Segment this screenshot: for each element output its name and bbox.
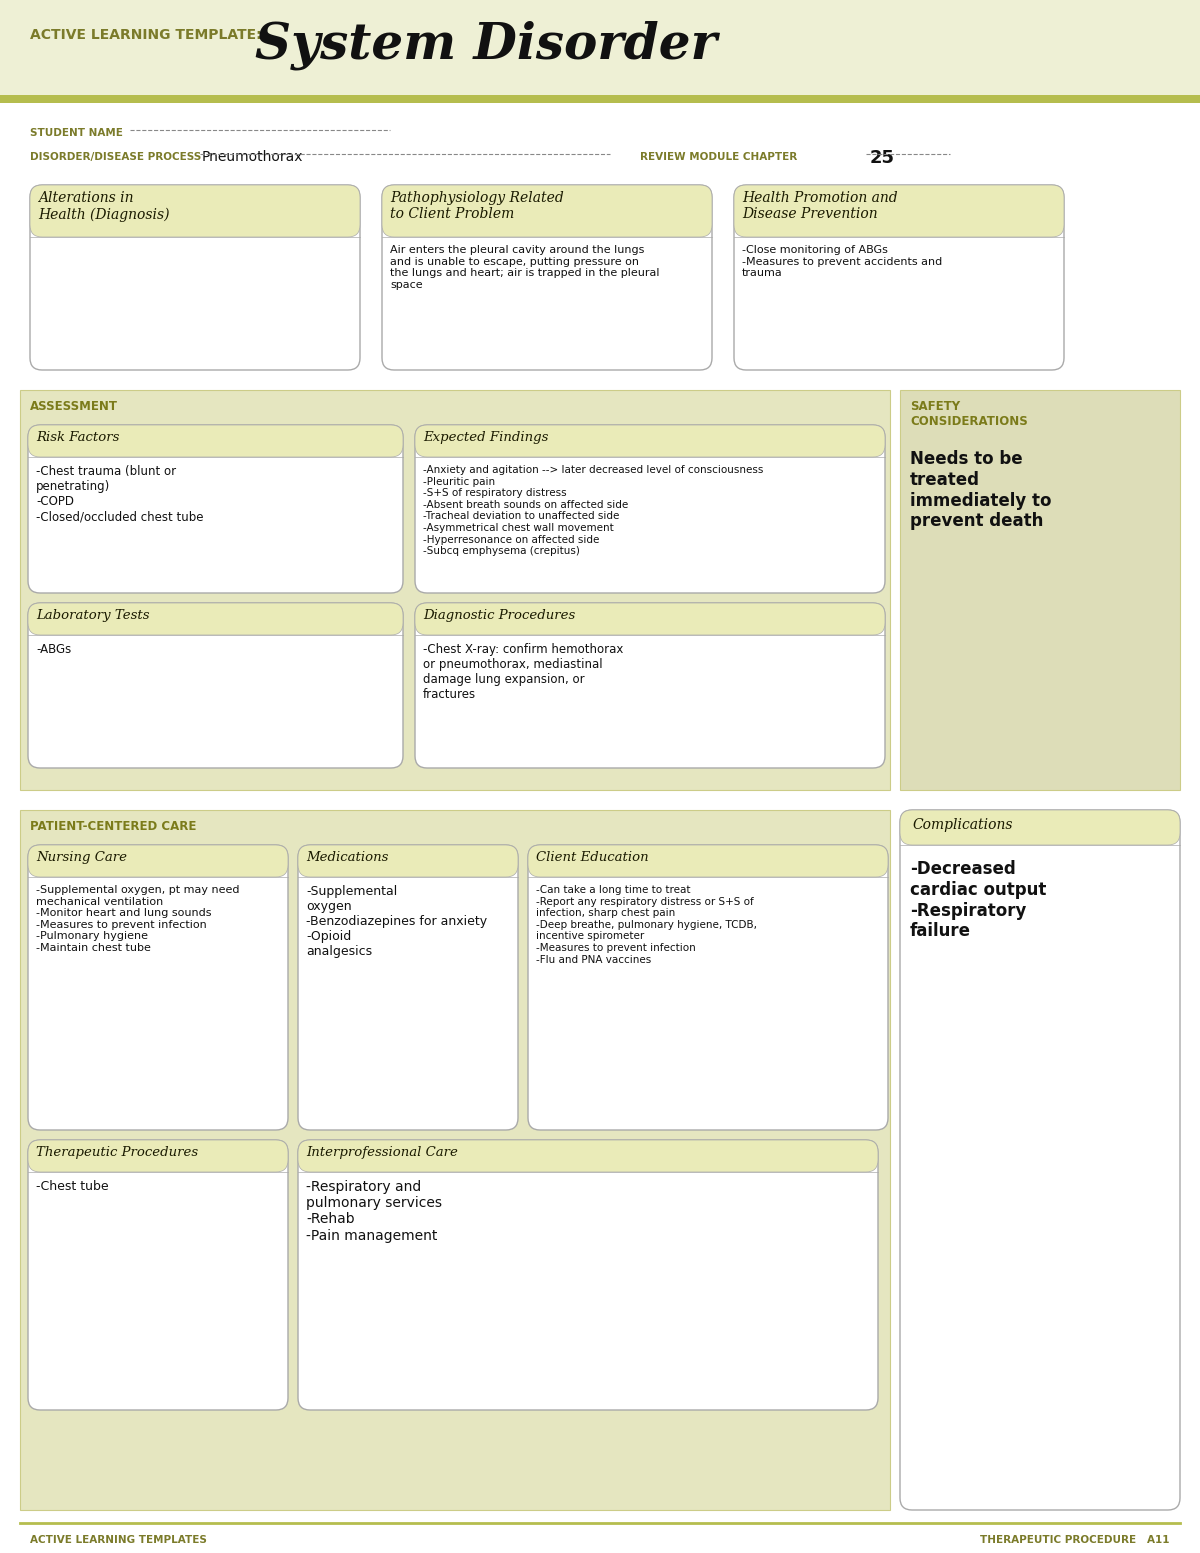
Text: Complications: Complications [912, 818, 1013, 832]
Text: -Decreased
cardiac output
-Respiratory
failure: -Decreased cardiac output -Respiratory f… [910, 860, 1046, 941]
Text: -ABGs: -ABGs [36, 643, 71, 655]
Text: -Chest X-ray: confirm hemothorax
or pneumothorax, mediastinal
damage lung expans: -Chest X-ray: confirm hemothorax or pneu… [424, 643, 623, 700]
FancyBboxPatch shape [382, 185, 712, 370]
FancyBboxPatch shape [28, 426, 403, 593]
Text: Nursing Care: Nursing Care [36, 851, 127, 863]
FancyBboxPatch shape [28, 1140, 288, 1410]
Text: Expected Findings: Expected Findings [424, 432, 548, 444]
FancyBboxPatch shape [298, 845, 518, 877]
Bar [20, 390, 890, 790]
Text: Therapeutic Procedures: Therapeutic Procedures [36, 1146, 198, 1159]
Text: -Supplemental oxygen, pt may need
mechanical ventilation
-Monitor heart and lung: -Supplemental oxygen, pt may need mechan… [36, 885, 240, 954]
Text: Medications: Medications [306, 851, 389, 863]
Text: -Chest trauma (blunt or
penetrating)
-COPD
-Closed/occluded chest tube: -Chest trauma (blunt or penetrating) -CO… [36, 464, 204, 523]
Bar [900, 390, 1180, 790]
Text: Client Education: Client Education [536, 851, 649, 863]
Text: DISORDER/DISEASE PROCESS: DISORDER/DISEASE PROCESS [30, 152, 202, 162]
Text: Interprofessional Care: Interprofessional Care [306, 1146, 458, 1159]
FancyBboxPatch shape [415, 426, 886, 593]
FancyBboxPatch shape [298, 845, 518, 1131]
FancyBboxPatch shape [415, 426, 886, 457]
Text: ACTIVE LEARNING TEMPLATE:: ACTIVE LEARNING TEMPLATE: [30, 28, 262, 42]
FancyBboxPatch shape [415, 603, 886, 769]
Text: -Can take a long time to treat
-Report any respiratory distress or S+S of
infect: -Can take a long time to treat -Report a… [536, 885, 757, 964]
Text: PATIENT-CENTERED CARE: PATIENT-CENTERED CARE [30, 820, 197, 832]
FancyBboxPatch shape [28, 1140, 288, 1173]
FancyBboxPatch shape [28, 845, 288, 1131]
Text: -Close monitoring of ABGs
-Measures to prevent accidents and
trauma: -Close monitoring of ABGs -Measures to p… [742, 245, 942, 278]
Text: STUDENT NAME: STUDENT NAME [30, 127, 122, 138]
FancyBboxPatch shape [28, 845, 288, 877]
FancyBboxPatch shape [734, 185, 1064, 370]
Text: Needs to be
treated
immediately to
prevent death: Needs to be treated immediately to preve… [910, 450, 1051, 531]
Text: ASSESSMENT: ASSESSMENT [30, 401, 118, 413]
Text: 25: 25 [870, 149, 895, 168]
Text: THERAPEUTIC PROCEDURE   A11: THERAPEUTIC PROCEDURE A11 [980, 1534, 1170, 1545]
Text: SAFETY
CONSIDERATIONS: SAFETY CONSIDERATIONS [910, 401, 1027, 429]
FancyBboxPatch shape [900, 811, 1180, 1510]
FancyBboxPatch shape [28, 603, 403, 769]
FancyBboxPatch shape [30, 185, 360, 238]
Text: Diagnostic Procedures: Diagnostic Procedures [424, 609, 575, 623]
FancyBboxPatch shape [382, 185, 712, 238]
Text: Pneumothorax: Pneumothorax [202, 151, 304, 165]
FancyBboxPatch shape [298, 1140, 878, 1410]
FancyBboxPatch shape [900, 811, 1180, 845]
Text: -Respiratory and
pulmonary services
-Rehab
-Pain management: -Respiratory and pulmonary services -Reh… [306, 1180, 442, 1242]
Text: Alterations in
Health (Diagnosis): Alterations in Health (Diagnosis) [38, 191, 169, 222]
Text: -Supplemental
oxygen
-Benzodiazepines for anxiety
-Opioid
analgesics: -Supplemental oxygen -Benzodiazepines fo… [306, 885, 487, 958]
FancyBboxPatch shape [298, 1140, 878, 1173]
Text: Health Promotion and
Disease Prevention: Health Promotion and Disease Prevention [742, 191, 898, 221]
FancyBboxPatch shape [30, 185, 360, 370]
FancyBboxPatch shape [528, 845, 888, 877]
Text: Air enters the pleural cavity around the lungs
and is unable to escape, putting : Air enters the pleural cavity around the… [390, 245, 660, 290]
FancyBboxPatch shape [415, 603, 886, 635]
Text: Risk Factors: Risk Factors [36, 432, 119, 444]
FancyBboxPatch shape [528, 845, 888, 1131]
Text: Laboratory Tests: Laboratory Tests [36, 609, 150, 623]
Text: -Anxiety and agitation --> later decreased level of consciousness
-Pleuritic pai: -Anxiety and agitation --> later decreas… [424, 464, 763, 556]
Bar [20, 811, 890, 1510]
Bar [0, 0, 1200, 95]
Text: System Disorder: System Disorder [256, 20, 718, 70]
Text: -Chest tube: -Chest tube [36, 1180, 109, 1193]
FancyBboxPatch shape [28, 426, 403, 457]
FancyBboxPatch shape [734, 185, 1064, 238]
Text: ACTIVE LEARNING TEMPLATES: ACTIVE LEARNING TEMPLATES [30, 1534, 206, 1545]
Text: REVIEW MODULE CHAPTER: REVIEW MODULE CHAPTER [640, 152, 797, 162]
Bar [0, 95, 1200, 102]
Text: Pathophysiology Related
to Client Problem: Pathophysiology Related to Client Proble… [390, 191, 564, 221]
FancyBboxPatch shape [28, 603, 403, 635]
